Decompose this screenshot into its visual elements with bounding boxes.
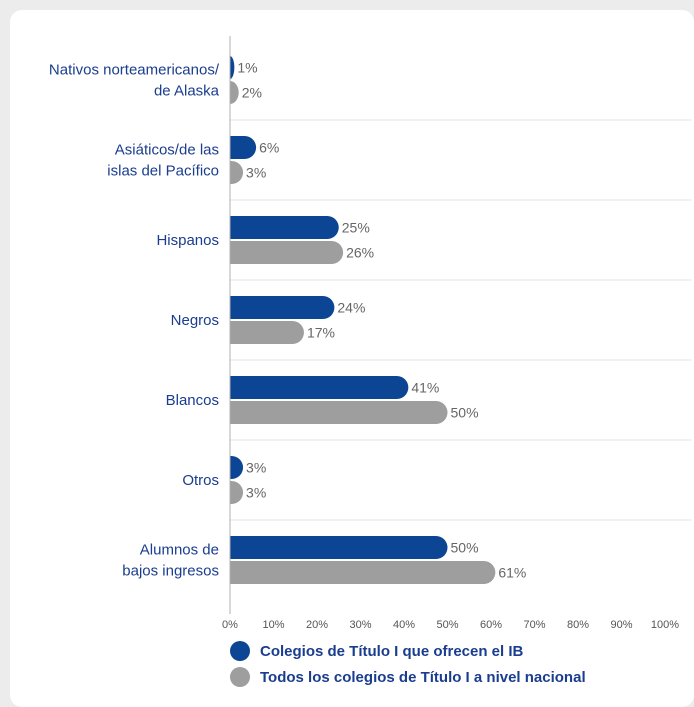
bar [230,481,244,504]
value-label: 24% [337,300,365,316]
tick-label: 90% [610,619,632,631]
bar [230,401,448,424]
legend-swatch-ib [230,641,250,661]
category-label: islas del Pacífico [107,163,219,180]
tick-label: 60% [480,619,502,631]
legend-item-ib: Colegios de Título I que ofrecen el IB [230,638,586,664]
value-label: 6% [259,140,279,156]
tick-label: 50% [436,619,458,631]
tick-label: 10% [262,619,284,631]
bar [230,161,244,184]
value-label: 25% [342,220,370,236]
value-label: 26% [346,245,374,261]
legend-label-national: Todos los colegios de Título I a nivel n… [260,668,586,686]
bar [230,136,257,159]
bar [230,241,344,264]
category-label: Otros [182,472,219,489]
bar [230,216,339,239]
value-label: 41% [411,380,439,396]
bar [230,376,409,399]
bar [230,561,496,584]
category-label: Hispanos [156,232,219,249]
tick-label: 40% [393,619,415,631]
value-label: 50% [451,405,479,421]
bar [230,81,239,104]
category-label: Nativos norteamericanos/ [49,62,220,79]
tick-label: 100% [651,619,679,631]
category-label: Alumnos de [140,542,219,559]
value-label: 3% [246,460,266,476]
tick-label: 0% [222,619,238,631]
bar [230,296,335,319]
value-label: 17% [307,325,335,341]
category-label: Blancos [166,392,219,409]
chart-card [10,10,694,707]
value-label: 61% [498,565,526,581]
category-label: Negros [171,312,219,329]
tick-label: 30% [349,619,371,631]
category-label: de Alaska [154,83,220,100]
bar [230,56,235,79]
value-label: 1% [237,60,257,76]
tick-label: 80% [567,619,589,631]
value-label: 3% [246,485,266,501]
tick-label: 70% [523,619,545,631]
category-label: bajos ingresos [122,563,219,580]
bar [230,536,448,559]
legend-label-ib: Colegios de Título I que ofrecen el IB [260,642,524,660]
category-label: Asiáticos/de las [115,142,219,159]
legend-swatch-national [230,667,250,687]
legend: Colegios de Título I que ofrecen el IB T… [230,638,586,690]
tick-label: 20% [306,619,328,631]
value-label: 50% [451,540,479,556]
value-label: 2% [242,85,262,101]
value-label: 3% [246,165,266,181]
bar [230,321,304,344]
legend-item-national: Todos los colegios de Título I a nivel n… [230,664,586,690]
bar [230,456,244,479]
